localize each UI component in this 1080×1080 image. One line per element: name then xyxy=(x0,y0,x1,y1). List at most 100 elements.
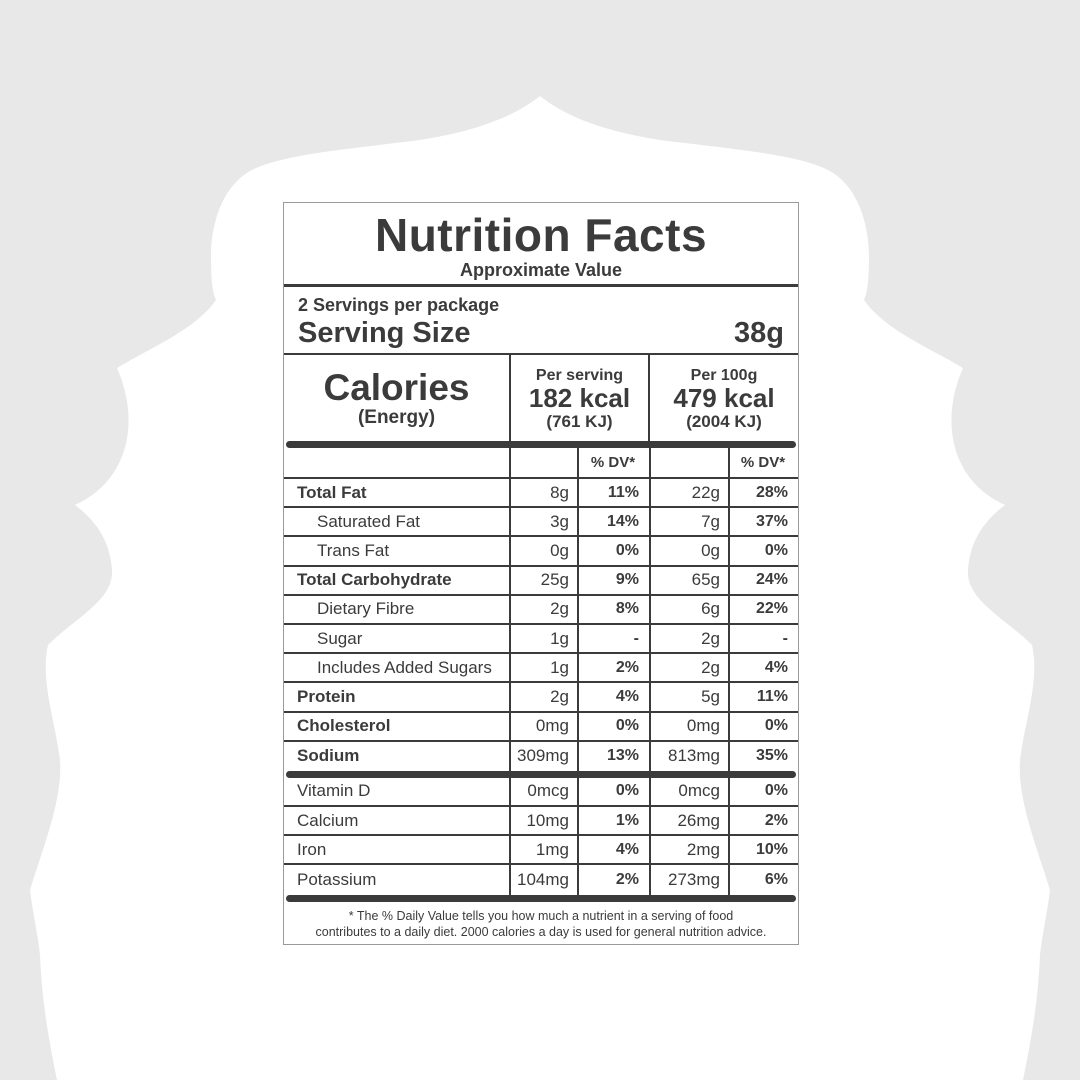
serving-size-line: Serving Size 38g xyxy=(298,317,784,350)
nutrient-name: Protein xyxy=(297,686,356,706)
dv-per-serving: 1% xyxy=(577,807,649,835)
dv-per-100g: 11% xyxy=(728,683,798,711)
dv-per-serving: 2% xyxy=(577,865,649,895)
nutrient-name: Total Fat xyxy=(297,482,367,502)
table-row-dietary-fibre: Dietary Fibre 2g 8% 6g 22% xyxy=(284,595,798,625)
dv-per-100g: 35% xyxy=(728,741,798,771)
dv-header-per-100g: % DV* xyxy=(728,448,798,477)
amount-per-100g: 5g xyxy=(649,683,728,711)
per-serving-header: Per serving xyxy=(535,366,624,384)
table-row-iron: Iron 1mg 4% 2mg 10% xyxy=(284,836,798,866)
calories-per-serving-cell: Per serving 182 kcal (761 KJ) xyxy=(509,355,648,441)
amount-per-100g: 813mg xyxy=(649,741,728,771)
dv-header-row: % DV* % DV* xyxy=(284,448,798,479)
dv-per-100g: 4% xyxy=(728,654,798,682)
table-row-total-carbohydrate: Total Carbohydrate 25g 9% 65g 24% xyxy=(284,566,798,596)
amount-per-serving: 0mg xyxy=(509,712,577,740)
amount-per-serving: 104mg xyxy=(509,865,577,895)
amount-per-100g: 26mg xyxy=(649,807,728,835)
label-subtitle: Approximate Value xyxy=(459,260,623,280)
dv-per-100g: 24% xyxy=(728,566,798,594)
amount-per-100g: 65g xyxy=(649,566,728,594)
footnote-line-2: contributes to a daily diet. 2000 calori… xyxy=(315,924,767,939)
amount-per-100g: 22g xyxy=(649,479,728,507)
nutrient-name: Includes Added Sugars xyxy=(317,657,492,677)
per-100g-kj: (2004 KJ) xyxy=(686,411,762,431)
amount-per-serving: 0mcg xyxy=(509,777,577,806)
table-row-saturated-fat: Saturated Fat 3g 14% 7g 37% xyxy=(284,508,798,538)
amount-per-serving: 309mg xyxy=(509,741,577,771)
dv-per-serving: 4% xyxy=(577,836,649,864)
nutrient-name: Potassium xyxy=(297,870,377,890)
nutrient-name: Saturated Fat xyxy=(317,511,421,531)
table-row-total-fat: Total Fat 8g 11% 22g 28% xyxy=(284,479,798,509)
amount-per-serving: 10mg xyxy=(509,807,577,835)
nutrient-name: Dietary Fibre xyxy=(317,599,415,619)
dv-per-100g: 6% xyxy=(728,865,798,895)
amount-per-serving: 2g xyxy=(509,595,577,623)
dv-per-serving: 9% xyxy=(577,566,649,594)
table-row-calcium: Calcium 10mg 1% 26mg 2% xyxy=(284,807,798,837)
amount-per-serving: 0g xyxy=(509,537,577,565)
nutrient-name: Trans Fat xyxy=(317,540,390,560)
dv-per-serving: 4% xyxy=(577,683,649,711)
dv-per-100g: 37% xyxy=(728,508,798,536)
dv-per-100g: 0% xyxy=(728,777,798,806)
table-row-vitamin-d: Vitamin D 0mcg 0% 0mcg 0% xyxy=(284,777,798,808)
dv-per-100g: - xyxy=(728,624,798,653)
amount-per-serving: 1g xyxy=(509,624,577,653)
table-row-protein: Protein 2g 4% 5g 11% xyxy=(284,683,798,713)
calories-word: Calories xyxy=(323,366,470,408)
table-row-cholesterol: Cholesterol 0mg 0% 0mg 0% xyxy=(284,712,798,742)
amount-per-100g: 0mg xyxy=(649,712,728,740)
per-serving-kj: (761 KJ) xyxy=(546,411,613,431)
per-100g-header: Per 100g xyxy=(690,366,758,384)
amount-per-100g: 0mcg xyxy=(649,777,728,806)
dv-per-serving: 8% xyxy=(577,595,649,623)
dv-per-100g: 28% xyxy=(728,479,798,507)
daily-value-footnote: * The % Daily Value tells you how much a… xyxy=(284,902,798,944)
dv-per-serving: 0% xyxy=(577,777,649,806)
nutrient-name: Sodium xyxy=(297,746,360,766)
amount-per-serving: 2g xyxy=(509,683,577,711)
table-row-added-sugars: Includes Added Sugars 1g 2% 2g 4% xyxy=(284,654,798,684)
nutrient-name: Sugar xyxy=(317,628,363,648)
amount-per-100g: 273mg xyxy=(649,865,728,895)
nutrient-name: Iron xyxy=(297,839,327,859)
servings-block: 2 Servings per package Serving Size 38g xyxy=(284,287,798,353)
amount-per-100g: 2g xyxy=(649,654,728,682)
nutrient-name: Calcium xyxy=(297,810,359,830)
amount-per-serving: 3g xyxy=(509,508,577,536)
amount-per-serving: 1g xyxy=(509,654,577,682)
amount-per-100g: 0g xyxy=(649,537,728,565)
thick-divider-top xyxy=(286,441,796,448)
table-row-sodium: Sodium 309mg 13% 813mg 35% xyxy=(284,741,798,771)
dv-per-serving: - xyxy=(577,624,649,653)
calories-title-cell: Calories (Energy) xyxy=(284,355,509,441)
label-title: Nutrition Facts xyxy=(374,209,708,261)
dv-per-serving: 11% xyxy=(577,479,649,507)
amount-per-100g: 7g xyxy=(649,508,728,536)
amount-per-serving: 1mg xyxy=(509,836,577,864)
serving-size-label: Serving Size xyxy=(298,317,471,349)
table-row-sugar: Sugar 1g - 2g - xyxy=(284,624,798,655)
table-row-trans-fat: Trans Fat 0g 0% 0g 0% xyxy=(284,537,798,567)
dv-per-serving: 13% xyxy=(577,741,649,771)
dv-header-per-serving: % DV* xyxy=(577,448,649,477)
servings-per-package: 2 Servings per package xyxy=(298,295,500,315)
amount-per-serving: 8g xyxy=(509,479,577,507)
footnote-line-1: * The % Daily Value tells you how much a… xyxy=(348,908,734,923)
amount-per-100g: 6g xyxy=(649,595,728,623)
empty-header-cell xyxy=(649,448,728,477)
empty-header-cell xyxy=(509,448,577,477)
dv-per-serving: 0% xyxy=(577,537,649,565)
amount-per-100g: 2mg xyxy=(649,836,728,864)
dv-per-100g: 2% xyxy=(728,807,798,835)
calories-block: Calories (Energy) Per serving 182 kcal (… xyxy=(284,353,798,441)
nutrient-name: Vitamin D xyxy=(297,781,371,801)
dv-per-serving: 2% xyxy=(577,654,649,682)
title-block: Nutrition Facts Approximate Value xyxy=(284,203,798,287)
table-row-potassium: Potassium 104mg 2% 273mg 6% xyxy=(284,865,798,895)
dv-per-100g: 10% xyxy=(728,836,798,864)
